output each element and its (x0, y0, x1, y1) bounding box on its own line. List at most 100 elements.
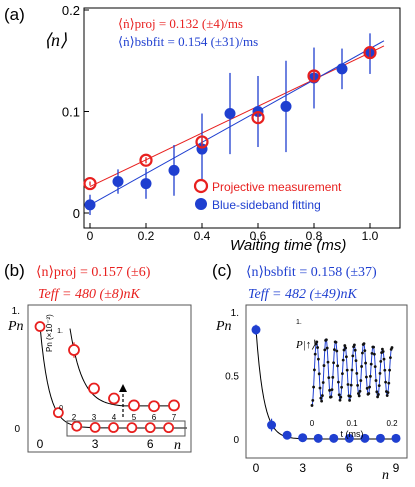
panel-a-label: (a) (4, 5, 25, 24)
panel-c-point (360, 433, 370, 443)
panel-b-label: (b) (4, 261, 25, 280)
panel-b-inset-xtick-label: 3 (92, 413, 97, 422)
panel-c-xtick-label: 0 (253, 461, 260, 475)
panel-c-inset-point (373, 365, 377, 369)
panel-c-point (298, 433, 308, 443)
panel-c-ticks: 0 3 6 9 0 0.5 1. (225, 308, 400, 475)
panel-c-inset-point (313, 352, 317, 356)
panel-c-inset-point (386, 391, 390, 394)
legend-marker-bsb (195, 198, 207, 210)
panel-c-inset-point (390, 346, 394, 349)
panel-a-point-bsb (280, 100, 292, 112)
panel-a-xtick-label: 0.6 (250, 229, 267, 243)
panel-c-inset-point (360, 365, 363, 368)
panel-b-inset-point (148, 400, 160, 413)
panel-b-xtick-label: 3 (92, 437, 99, 451)
panel-a-xtick-label: 0.8 (306, 229, 323, 243)
panel-a-xtick-label: 0.2 (138, 229, 155, 243)
panel-b-ytick-label: 0 (14, 424, 20, 435)
panel-c-point (313, 433, 323, 443)
panel-c-inset: 1. P|↑⟩ 0 0.1 0.2 t (ms) (295, 319, 398, 439)
panel-c-inset-point (333, 348, 336, 352)
panel-c-inset-point (363, 349, 367, 353)
panel-c-inset-point (353, 348, 357, 352)
panel-b-ylabel: Pn (7, 319, 24, 334)
panel-c-point (251, 325, 261, 335)
panel-c-inset-point (348, 398, 351, 402)
panel-a-ytick-label: 0 (73, 206, 80, 221)
panel-c-ylabel: Pn (215, 319, 232, 334)
panel-c-inset-point (353, 343, 356, 347)
panel-c-ytick-label: 1. (231, 308, 239, 319)
panel-b-inset-xtick-label: 4 (112, 413, 117, 422)
panel-a-annotation-bsb: ⟨ṅ⟩bsbfit = 0.154 (±31)/ms (118, 34, 258, 49)
panel-c-inset-point (340, 385, 343, 389)
panel-c-inset-point (311, 398, 315, 402)
panel-c-inset-point (326, 360, 330, 364)
panel-c-inset-point (365, 375, 368, 379)
panel-a-point-bsb (224, 108, 236, 120)
panel-c-inset-point (319, 396, 323, 400)
panel-c-inset-point (310, 404, 314, 407)
panel-a-point-bsb (84, 199, 96, 211)
panel-c-inset-point (342, 348, 346, 352)
panel-c-inset-point (364, 361, 367, 365)
panel-c-inset-point (362, 342, 366, 346)
panel-c-xlabel: n (382, 468, 389, 483)
legend-label-projective: Projective measurement (212, 180, 342, 194)
legend-label-bsb: Blue-sideband fitting (212, 198, 321, 212)
panel-a-point-bsb (112, 176, 124, 188)
panel-c-inset-point (330, 388, 334, 392)
panel-c-inset-point (329, 395, 333, 399)
panel-c-inset-point (346, 383, 350, 386)
panel-c-inset-xlabel: t (ms) (341, 429, 364, 439)
panel-c-inset-xtick-label: 0.2 (386, 419, 398, 428)
panel-a-frame (83, 7, 401, 229)
panel-c-inset-point (321, 394, 324, 397)
panel-c-point (282, 430, 292, 440)
panel-c-inset-point (335, 349, 339, 353)
panel-c-inset-point (384, 380, 387, 384)
panel-b-zoom-arrowhead (119, 384, 127, 392)
panel-c-inset-point (327, 376, 331, 380)
panel-c-inset-point (354, 359, 358, 363)
panel-a-ticks: 0 0.2 0.4 0.6 0.8 1.0 0 0.1 0.2 (62, 3, 379, 243)
panel-a-xtick-label: 0 (87, 229, 94, 243)
panel-a-point-bsb (168, 164, 180, 176)
panel-a-xlabel: Waiting time (ms) (230, 237, 346, 254)
panel-c-point (344, 433, 354, 443)
panel-c-inset-point (356, 383, 359, 387)
panel-c-inset-point (336, 364, 339, 368)
panel-c-inset-xtick-label: 0 (310, 419, 315, 428)
panel-c-inset-point (373, 352, 376, 356)
panel-c-ytick-label: 0.5 (225, 372, 239, 383)
panel-b-point (126, 422, 138, 434)
panel-b-inset-point (88, 382, 100, 395)
panel-c-inset-point (341, 372, 344, 376)
panel-c-inset-point (314, 342, 318, 346)
panel-c-fit-curve (255, 329, 396, 440)
panel-c-inset-point (332, 361, 335, 365)
panel-a-annotation-proj: ⟨ṅ⟩proj = 0.132 (±4)/ms (118, 16, 243, 31)
panel-c-inset-point (328, 388, 331, 392)
panel-c-inset-ytick-label: 1. (296, 319, 302, 326)
panel-c-inset-point (344, 346, 347, 350)
panel-b: (b) ⟨n⟩proj = 0.157 (±6) Teff = 480 (±8)… (4, 261, 192, 453)
panel-c-inset-point (334, 340, 338, 344)
panel-c-inset-point (317, 372, 321, 376)
panel-a-ytick-label: 0.1 (62, 105, 80, 120)
panel-c-inset-point (321, 381, 325, 384)
panel-c-frame (245, 304, 408, 459)
panel-c-inset-point (350, 368, 354, 372)
panel-c-inset-point (351, 354, 355, 358)
panel-c-inset-point (372, 345, 375, 349)
panel-c-inset-point (368, 385, 371, 389)
panel-a-point-projective (307, 69, 321, 83)
panel-a-ytick-label: 0.2 (62, 3, 80, 18)
panel-a-point-projective (251, 110, 265, 125)
panel-c-annotation-n: ⟨n⟩bsbfit = 0.158 (±37) (246, 265, 377, 280)
panel-b-point (163, 422, 175, 434)
panel-c-inset-point (367, 392, 371, 395)
panel-a-xtick-label: 1.0 (362, 229, 379, 243)
panel-c-inset-point (374, 379, 378, 382)
